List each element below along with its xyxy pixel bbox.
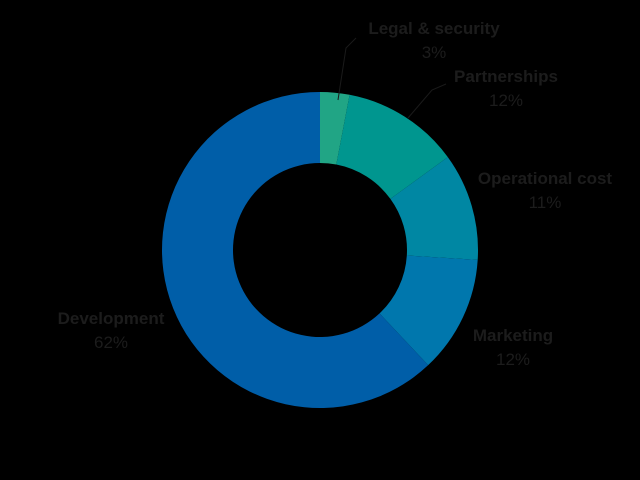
slice-operational-cost xyxy=(390,157,478,260)
slice-marketing xyxy=(379,255,478,366)
label-group: Legal & security 3% Partnerships 12% Operati… xyxy=(58,19,613,369)
slice-label-operational-cost: Operational cost xyxy=(478,169,612,188)
slice-group xyxy=(161,92,478,408)
slice-value-legal-and-security: 3% xyxy=(422,43,447,62)
slice-label-marketing: Marketing xyxy=(473,326,553,345)
slice-value-marketing: 12% xyxy=(496,350,530,369)
leader-line-group xyxy=(337,37,447,119)
leader-line-partnerships xyxy=(407,83,447,119)
slice-label-development: Development xyxy=(58,309,165,328)
slice-development xyxy=(161,92,429,408)
slice-legal-and-security xyxy=(320,92,350,165)
slice-value-operational-cost: 11% xyxy=(529,193,562,212)
leader-line-legal-and-security xyxy=(337,37,357,101)
slice-label-partnerships: Partnerships xyxy=(454,67,558,86)
slice-value-development: 62% xyxy=(94,333,128,352)
slice-partnerships xyxy=(336,94,448,199)
slice-label-legal-and-security: Legal & security xyxy=(368,19,500,38)
slice-value-partnerships: 12% xyxy=(489,91,523,110)
